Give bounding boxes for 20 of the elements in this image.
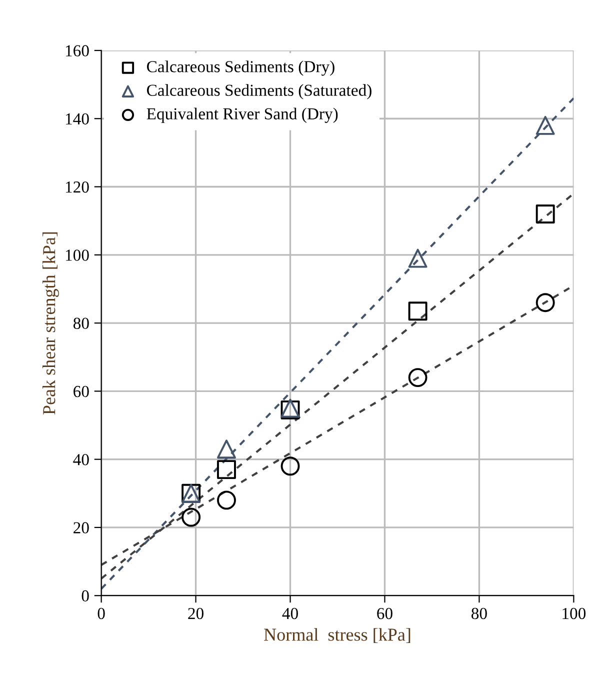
y-tick-label: 0 (82, 590, 89, 602)
legend-label: Calcareous Sediments (Dry) (146, 60, 334, 76)
y-tick-label: 40 (73, 454, 89, 466)
y-tick-label: 60 (74, 386, 89, 398)
y-tick-label: 20 (74, 522, 89, 534)
y-tick-label: 160 (66, 45, 89, 56)
y-tick-label: 100 (66, 250, 89, 261)
y-tick-label: 140 (66, 113, 89, 125)
x-tick-label: 100 (562, 608, 586, 620)
y-tick-label: 120 (66, 181, 89, 193)
legend-label: Calcareous Sediments (Saturated) (146, 84, 372, 100)
x-tick-label: 60 (377, 608, 392, 620)
x-tick-label: 0 (98, 608, 105, 620)
y-axis-title: Peak shear strength [kPa] (42, 232, 59, 415)
x-tick-label: 20 (188, 608, 204, 620)
y-tick-label: 80 (73, 318, 89, 329)
x-tick-label: 80 (472, 608, 487, 620)
legend-label: Equivalent River Sand (Dry) (146, 108, 338, 123)
x-tick-label: 40 (282, 608, 298, 620)
x-axis-title: Normal stress [kPa] (264, 628, 410, 644)
